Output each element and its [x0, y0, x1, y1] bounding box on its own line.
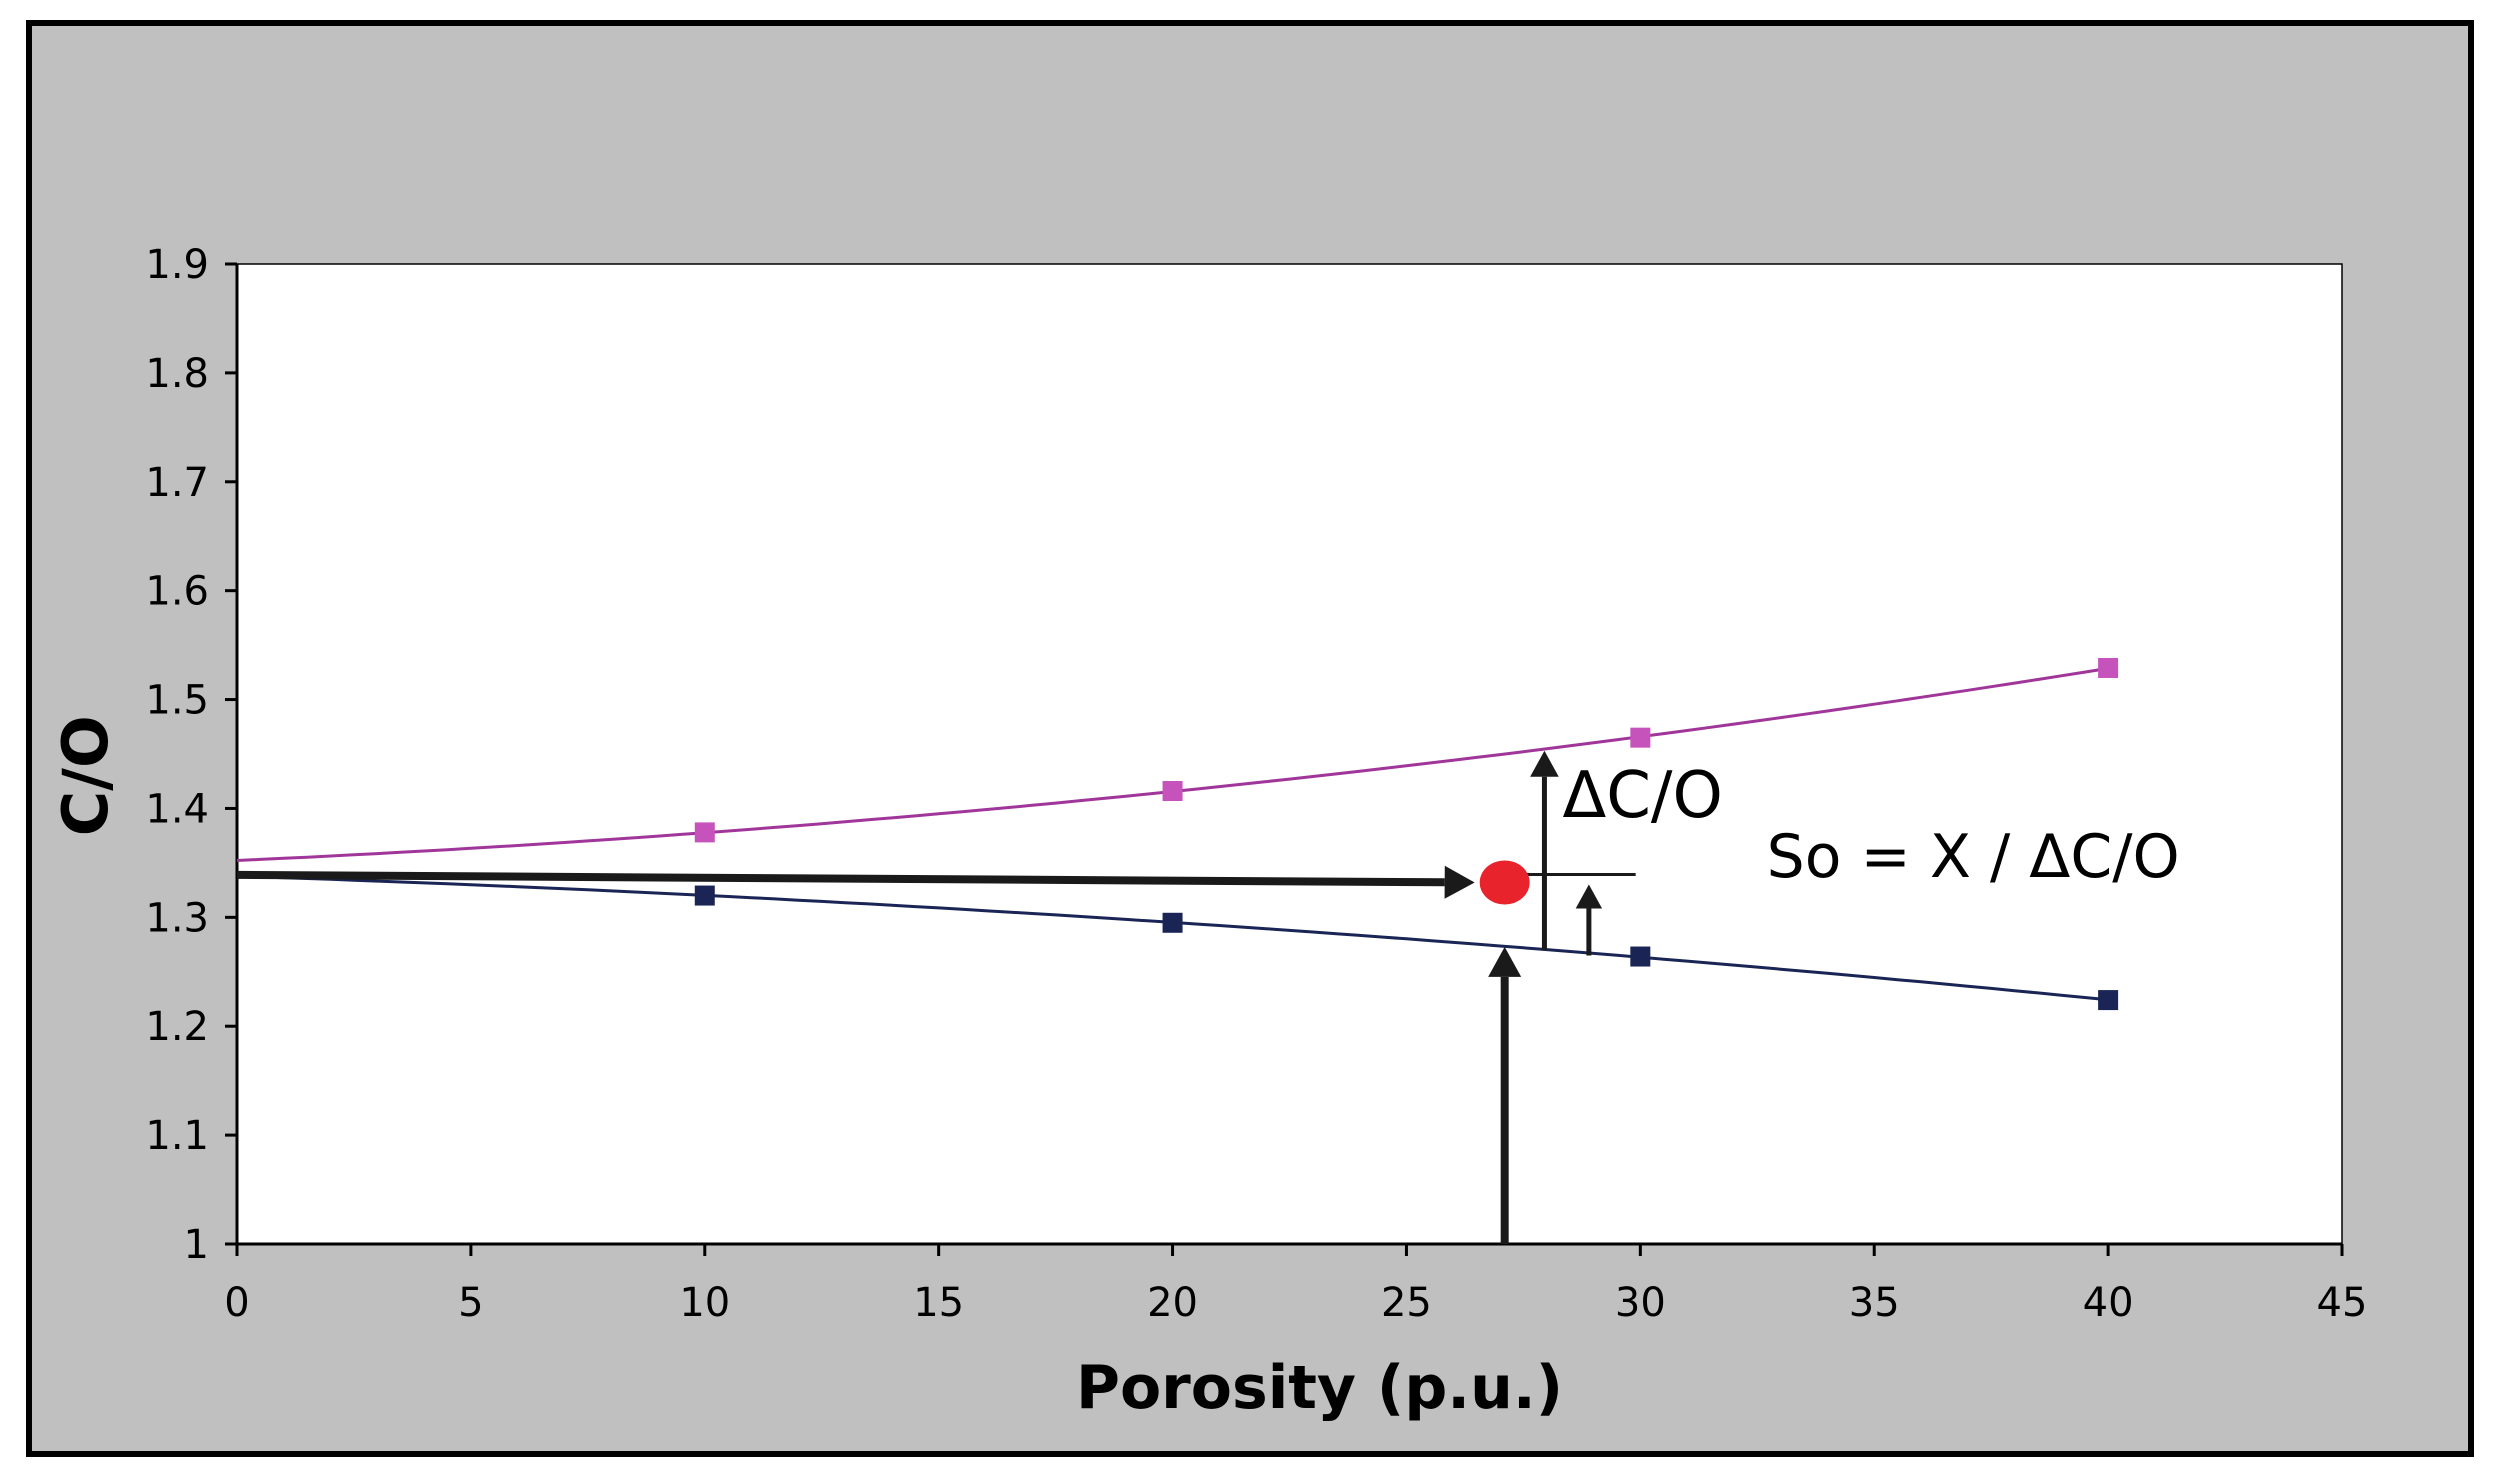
- y-tick-label: 1: [184, 1222, 209, 1268]
- x-tick-label: 5: [458, 1280, 483, 1326]
- arrow-head: [1575, 884, 1603, 909]
- measured-point: [1479, 860, 1530, 905]
- y-tick-label: 1.3: [145, 895, 209, 941]
- x-tick-label: 0: [224, 1280, 249, 1326]
- series-marker: [2098, 990, 2119, 1011]
- delta-co-arrow: [1530, 750, 1559, 950]
- plot-area: [237, 264, 2342, 1244]
- series-marker: [1162, 781, 1183, 802]
- x-tick-label: 25: [1381, 1280, 1432, 1326]
- horizontal-arrow: [236, 865, 1475, 899]
- series-marker: [1630, 727, 1651, 748]
- arrow-head: [1530, 750, 1559, 777]
- y-tick-label: 1.4: [145, 786, 209, 832]
- x-tick-label: 30: [1615, 1280, 1666, 1326]
- x-tick-label: 45: [2317, 1280, 2368, 1326]
- x-tick-label: 35: [1849, 1280, 1900, 1326]
- x-tick-label: 20: [1147, 1280, 1198, 1326]
- arrow-head: [1444, 865, 1475, 899]
- y-axis-title: C/O: [49, 715, 122, 836]
- arrow-head: [1488, 946, 1522, 977]
- y-tick-label: 1.6: [145, 569, 209, 615]
- saturation-formula-label: So = X / ΔC/O: [1767, 822, 2180, 892]
- x-tick-label: 15: [913, 1280, 964, 1326]
- series-marker: [694, 822, 715, 843]
- series-marker: [2098, 657, 2119, 678]
- y-tick-label: 1.1: [145, 1113, 209, 1159]
- vertical-arrow: [1488, 946, 1522, 1244]
- y-tick-label: 1.7: [145, 460, 209, 506]
- arrow-shaft: [236, 870, 1445, 887]
- y-tick-label: 1.9: [145, 242, 209, 288]
- y-tick-label: 1.2: [145, 1004, 209, 1050]
- x-arrow: [1575, 884, 1603, 956]
- delta-co-label: ΔC/O: [1562, 759, 1722, 833]
- chart: 1 1.1 1.2 1.3 1.4 1.5 1.6 1.7 1.8 1.9 0 5 10 15 20 25 30…: [49, 242, 2368, 1423]
- x-tick-label: 10: [679, 1280, 730, 1326]
- x-axis-title: Porosity (p.u.): [1076, 1353, 1563, 1423]
- x-tick-label: 40: [2083, 1280, 2134, 1326]
- y-tick-label: 1.5: [145, 678, 209, 724]
- series-marker: [1630, 946, 1651, 967]
- y-tick-label: 1.8: [145, 351, 209, 397]
- series-marker: [1162, 912, 1183, 933]
- series-marker: [694, 885, 715, 906]
- chart-frame: 1 1.1 1.2 1.3 1.4 1.5 1.6 1.7 1.8 1.9 0 5 10 15 20 25 30…: [26, 20, 2474, 1457]
